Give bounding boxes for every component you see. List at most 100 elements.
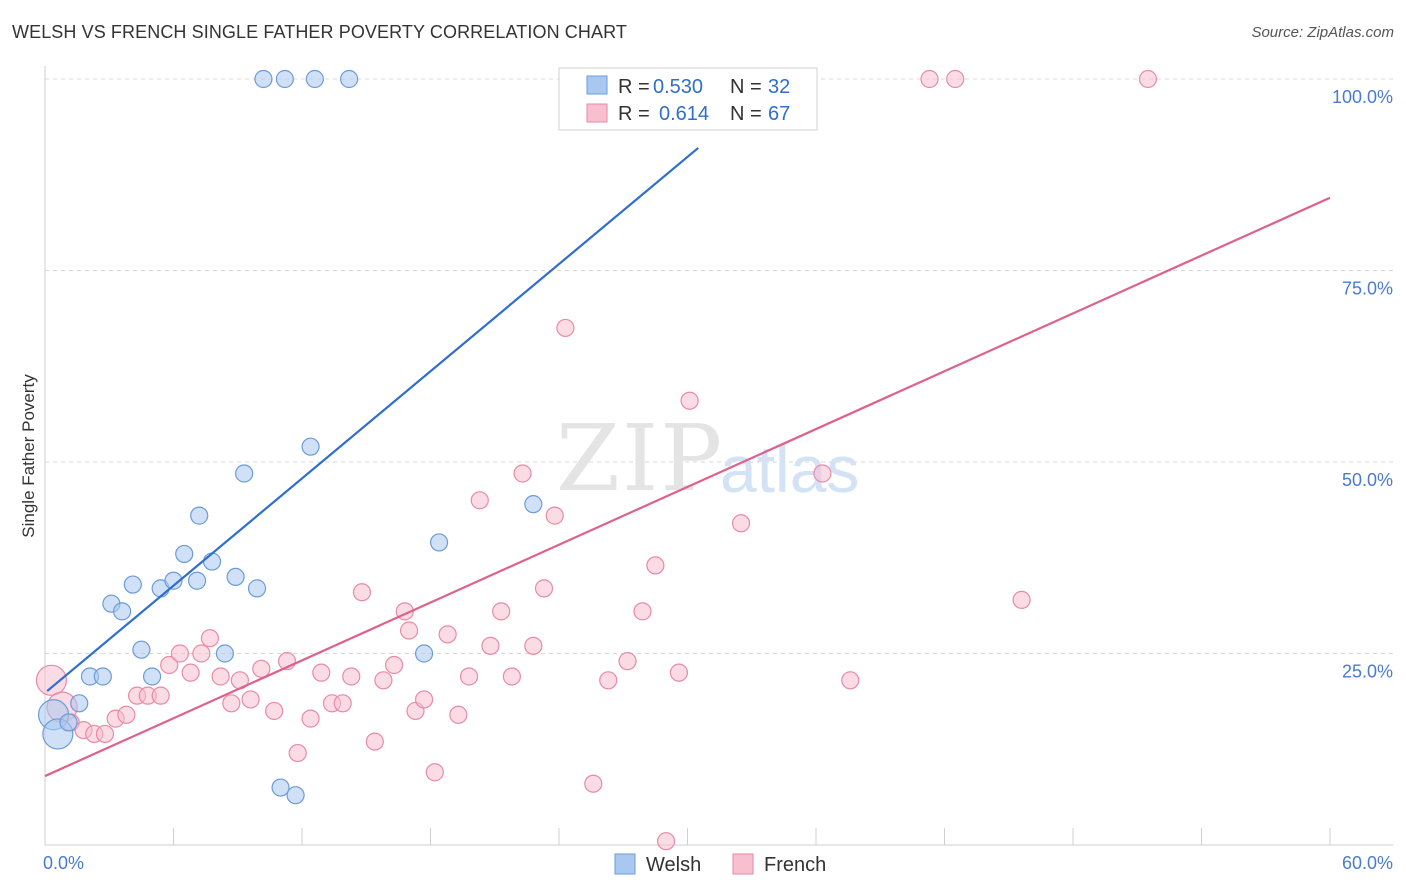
welsh-point (123, 575, 142, 594)
french-point (425, 763, 444, 782)
welsh-trendline (46, 147, 699, 692)
french-point (252, 659, 271, 678)
legend-swatch-welsh-bottom (614, 853, 636, 875)
french-point (534, 579, 554, 598)
legend-french-n-value: 67 (768, 103, 790, 125)
french-point (633, 602, 652, 621)
french-point (481, 636, 500, 655)
french-point (222, 694, 241, 713)
welsh-point (112, 602, 132, 621)
french-point (449, 705, 468, 724)
legend-welsh-n-value: 32 (768, 76, 790, 98)
french-point (524, 636, 543, 655)
legend-welsh-r-label: R = (618, 76, 650, 98)
french-point (200, 629, 220, 648)
welsh-series (37, 69, 671, 805)
legend-welsh-label: Welsh (646, 854, 701, 876)
french-point (920, 69, 939, 89)
french-point (599, 671, 618, 690)
welsh-point (202, 552, 222, 571)
gridlines (45, 78, 1393, 654)
welsh-point (70, 694, 89, 713)
y-tick-label: 25.0% (1342, 662, 1393, 682)
watermark-atlas: atlas (720, 432, 859, 506)
french-point (459, 667, 479, 686)
french-point (656, 832, 676, 851)
welsh-point (254, 69, 273, 89)
french-point (312, 663, 331, 682)
legend-swatch-french (586, 103, 608, 123)
legend-welsh-r-value: 0.530 (653, 76, 703, 98)
french-point (513, 464, 532, 483)
welsh-point (164, 571, 183, 590)
french-point (352, 583, 372, 602)
french-point (342, 667, 361, 686)
french-point (680, 391, 699, 410)
welsh-point (414, 644, 434, 663)
french-trendline (44, 196, 1331, 778)
welsh-point (59, 713, 78, 732)
welsh-point (226, 567, 245, 587)
chart-source: Source: ZipAtlas.com (1251, 24, 1394, 41)
french-point (646, 556, 665, 575)
welsh-point (305, 69, 324, 89)
y-tick-labels: 25.0% 50.0% 75.0% 100.0% (1332, 87, 1393, 682)
french-point (502, 667, 521, 686)
french-point (669, 663, 689, 682)
french-point (470, 491, 489, 510)
french-point (241, 690, 260, 709)
legend-welsh-n-label: N = (730, 76, 762, 98)
correlation-legend: R = 0.530 N = 32 R = 0.614 N = 67 (558, 67, 818, 131)
french-point (584, 774, 603, 793)
french-point (95, 724, 115, 744)
welsh-point (235, 464, 254, 483)
welsh-point (275, 69, 294, 89)
x-tick-label-min: 0.0% (43, 853, 84, 873)
legend-french-r-label: R = (618, 103, 650, 125)
watermark: ZIP atlas (556, 405, 859, 512)
legend-swatch-welsh (586, 75, 608, 95)
welsh-point (215, 644, 234, 663)
welsh-point (187, 571, 207, 590)
welsh-point (93, 667, 112, 686)
welsh-point (301, 437, 320, 456)
watermark-zip: ZIP (556, 405, 724, 512)
x-tick-labels: 0.0% 60.0% (43, 853, 1393, 873)
french-point (365, 732, 384, 751)
welsh-point (271, 778, 290, 797)
french-point (618, 652, 637, 671)
french-point (813, 464, 832, 483)
french-point (399, 621, 419, 640)
french-point (492, 602, 511, 621)
french-point (438, 625, 457, 644)
y-tick-label: 75.0% (1342, 279, 1393, 299)
french-point (117, 705, 136, 724)
welsh-point (429, 533, 449, 552)
french-point (374, 671, 393, 690)
french-point (414, 690, 434, 709)
x-tick-label-max: 60.0% (1342, 853, 1393, 873)
french-point (384, 655, 404, 675)
welsh-point (190, 506, 209, 525)
legend-french-n-label: N = (730, 103, 762, 125)
welsh-point (524, 495, 543, 514)
french-point (265, 701, 284, 721)
french-point (170, 644, 190, 663)
french-point (211, 667, 230, 686)
welsh-point (175, 544, 194, 564)
french-point (731, 514, 751, 533)
french-point (333, 694, 352, 713)
french-point (1012, 590, 1031, 609)
french-point (35, 664, 68, 696)
french-point (556, 318, 575, 338)
legend-french-label: French (764, 854, 826, 876)
welsh-point (142, 667, 162, 686)
french-point (181, 663, 200, 682)
french-point (151, 686, 170, 705)
welsh-point (340, 69, 359, 89)
chart-title: WELSH VS FRENCH SINGLE FATHER POVERTY CO… (12, 22, 627, 42)
trendlines (44, 147, 1331, 778)
french-point (946, 69, 965, 89)
welsh-point (132, 640, 151, 659)
